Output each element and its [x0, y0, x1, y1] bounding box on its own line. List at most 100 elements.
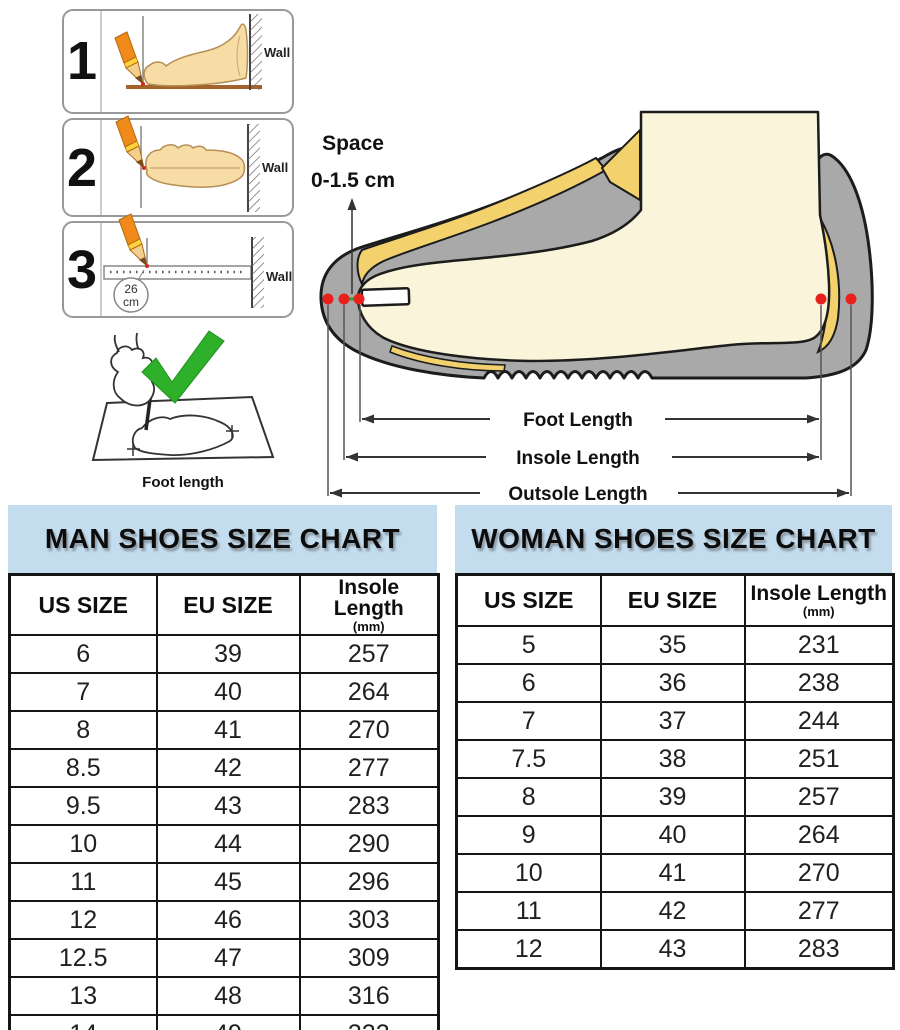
table-row: 9 40 264 — [455, 815, 895, 855]
table-cell: 11 — [455, 891, 602, 931]
table-cell: 303 — [298, 900, 440, 940]
wall-hatch — [248, 124, 260, 212]
table-cell: 244 — [743, 701, 895, 741]
measuring-instructions-diagram: 1 Wall 2 Wall — [62, 9, 874, 505]
table-cell: 43 — [155, 786, 301, 826]
table-cell: 41 — [599, 853, 746, 893]
table-cell: 9 — [455, 815, 602, 855]
red-marker — [815, 293, 827, 305]
table-row: 5 35 231 — [455, 625, 895, 665]
table-cell: 238 — [743, 663, 895, 703]
table-cell: 12 — [455, 929, 602, 970]
step-3-box: 3 26 cm Wall — [62, 213, 294, 318]
table-cell: 47 — [155, 938, 301, 978]
table-cell: 277 — [743, 891, 895, 931]
table-cell: 8 — [8, 710, 158, 750]
table-cell: 38 — [599, 739, 746, 779]
table-cell: 322 — [298, 1014, 440, 1030]
foot-in-shoe — [356, 110, 831, 363]
table-cell: 42 — [155, 748, 301, 788]
table-row: 8 41 270 — [8, 710, 440, 750]
us-size-header: US SIZE — [8, 573, 158, 636]
table-row: 8 39 257 — [455, 777, 895, 817]
step-1-number: 1 — [67, 31, 97, 91]
table-cell: 231 — [743, 625, 895, 665]
ruler — [103, 265, 252, 280]
shoe-cross-section: Space 0-1.5 cm Fo — [311, 110, 874, 505]
measurement-unit: cm — [123, 295, 139, 309]
insole-header-unit: (mm) — [802, 604, 835, 619]
table-cell: 9.5 — [8, 786, 158, 826]
table-row: 10 44 290 — [8, 824, 440, 864]
table-row: 7 37 244 — [455, 701, 895, 741]
table-row: 1449322 — [8, 1014, 440, 1030]
extension-lines — [327, 305, 852, 496]
man-size-table: US SIZE EU SIZE Insole Length (mm) 6 39 25… — [8, 573, 440, 1030]
table-cell: 40 — [599, 815, 746, 855]
table-row: 11 42 277 — [455, 891, 895, 931]
us-size-header: US SIZE — [455, 573, 602, 627]
table-cell: 7 — [8, 672, 158, 712]
table-cell: 270 — [298, 710, 440, 750]
table-cell: 46 — [155, 900, 301, 940]
table-row: 6 39 257 — [8, 634, 440, 674]
man-chart-title: MAN SHOES SIZE CHART — [8, 505, 437, 573]
insole-length-header: Insole Length (mm) — [743, 573, 895, 627]
table-cell: 45 — [155, 862, 301, 902]
insole-length-header: Insole Length (mm) — [298, 573, 440, 636]
space-label-line1: Space — [322, 132, 384, 155]
foot-length-label: Foot Length — [523, 410, 633, 431]
table-row: 7.5 38 251 — [455, 739, 895, 779]
insole-length-label: Insole Length — [516, 448, 640, 469]
wall-label: Wall — [266, 269, 292, 284]
step-1-box: 1 Wall — [62, 9, 294, 114]
foot-top-illustration — [145, 144, 246, 188]
insole-header-unit: (mm) — [352, 619, 385, 634]
eu-size-header: EU SIZE — [155, 573, 301, 636]
table-cell: 40 — [155, 672, 301, 712]
woman-size-chart: WOMAN SHOES SIZE CHART US SIZE EU SIZE I… — [455, 505, 895, 970]
man-size-chart: MAN SHOES SIZE CHART US SIZE EU SIZE Ins… — [8, 505, 440, 1030]
table-cell: 283 — [743, 929, 895, 970]
table-cell: 296 — [298, 862, 440, 902]
insole-header-main: Insole Length — [333, 576, 404, 620]
table-cell: 37 — [599, 701, 746, 741]
table-cell: 309 — [298, 938, 440, 978]
table-row: 12 46 303 — [8, 900, 440, 940]
table-row: 12 43 283 — [455, 929, 895, 970]
table-cell: 49 — [155, 1014, 301, 1030]
table-cell: 10 — [8, 824, 158, 864]
traced-foot-outline — [131, 414, 234, 456]
red-marker — [845, 293, 857, 305]
table-row: 6 36 238 — [455, 663, 895, 703]
step-2-number: 2 — [67, 138, 97, 198]
table-cell: 7 — [455, 701, 602, 741]
table-row: 9.5 43 283 — [8, 786, 440, 826]
table-header-row: US SIZE EU SIZE Insole Length (mm) — [455, 573, 895, 627]
eu-size-header: EU SIZE — [599, 573, 746, 627]
table-cell: 270 — [743, 853, 895, 893]
table-cell: 257 — [743, 777, 895, 817]
floor-line — [126, 85, 262, 89]
dimension-arrowheads — [330, 414, 849, 498]
table-cell: 257 — [298, 634, 440, 674]
table-row: 13 48 316 — [8, 976, 440, 1016]
insole-header-main: Insole Length — [750, 582, 888, 605]
table-cell: 8.5 — [8, 748, 158, 788]
table-cell: 39 — [155, 634, 301, 674]
wall-hatch — [250, 14, 262, 90]
table-cell: 12 — [8, 900, 158, 940]
table-cell: 39 — [599, 777, 746, 817]
foot-length-caption: Foot length — [142, 474, 224, 491]
foot-side-illustration — [143, 23, 249, 87]
table-header-row: US SIZE EU SIZE Insole Length (mm) — [8, 573, 440, 636]
step-3-number: 3 — [67, 240, 97, 300]
table-cell: 277 — [298, 748, 440, 788]
wall-label: Wall — [262, 160, 288, 175]
table-cell: 43 — [599, 929, 746, 970]
measurement-value: 26 — [124, 282, 138, 296]
dimension-lines — [330, 418, 849, 494]
table-cell: 5 — [455, 625, 602, 665]
table-cell: 35 — [599, 625, 746, 665]
